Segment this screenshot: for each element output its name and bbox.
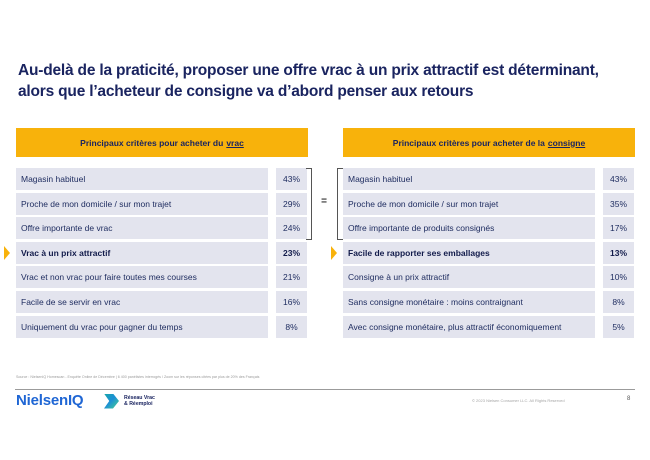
criteria-row: Consigne à un prix attractif 10% bbox=[343, 266, 635, 289]
reseau-vrac-logo-icon bbox=[104, 393, 119, 409]
criteria-percentage: 23% bbox=[276, 241, 307, 264]
footer-divider bbox=[15, 389, 635, 390]
criteria-label: Magasin habituel bbox=[343, 168, 595, 190]
criteria-percentage: 10% bbox=[603, 266, 634, 289]
vrac-panel-header: Principaux critères pour acheter du vrac bbox=[16, 128, 308, 157]
criteria-label: Avec consigne monétaire, plus attractif … bbox=[343, 315, 595, 338]
criteria-label: Offre importante de produits consignés bbox=[343, 217, 595, 240]
criteria-label: Proche de mon domicile / sur mon trajet bbox=[343, 192, 595, 215]
criteria-percentage: 35% bbox=[603, 192, 634, 215]
source-note: Source : NielsenIQ Homescan - Enquête On… bbox=[16, 375, 260, 379]
criteria-row: Facile de se servir en vrac 16% bbox=[16, 291, 308, 313]
criteria-label: Facile de rapporter ses emballages bbox=[343, 241, 595, 264]
logo-line-2: & Réemploi bbox=[124, 401, 153, 407]
criteria-label: Vrac et non vrac pour faire toutes mes c… bbox=[16, 266, 268, 289]
reseau-vrac-logo: Réseau Vrac & Réemploi bbox=[104, 393, 155, 409]
nielseniq-logo: NielsenIQ bbox=[16, 392, 84, 409]
criteria-row: Avec consigne monétaire, plus attractif … bbox=[343, 315, 635, 338]
slide-title: Au-delà de la praticité, proposer une of… bbox=[18, 62, 599, 100]
copyright-notice: © 2023 Nielsen Consumer LLC. All Rights … bbox=[472, 398, 565, 403]
criteria-label: Facile de se servir en vrac bbox=[16, 291, 268, 313]
header-prefix: Principaux critères pour acheter de la bbox=[392, 137, 545, 148]
criteria-label: Magasin habituel bbox=[16, 168, 268, 190]
criteria-label: Offre importante de vrac bbox=[16, 217, 268, 240]
criteria-percentage: 13% bbox=[603, 241, 634, 264]
highlight-arrow-icon bbox=[331, 245, 337, 260]
criteria-row: Vrac et non vrac pour faire toutes mes c… bbox=[16, 266, 308, 289]
page-number: 8 bbox=[627, 396, 631, 402]
criteria-label: Consigne à un prix attractif bbox=[343, 266, 595, 289]
header-keyword: consigne bbox=[547, 137, 586, 148]
right-bracket bbox=[337, 168, 343, 240]
criteria-percentage: 17% bbox=[603, 217, 634, 240]
criteria-row: Uniquement du vrac pour gagner du temps … bbox=[16, 315, 308, 338]
criteria-row: Offre importante de vrac 24% bbox=[16, 217, 308, 240]
header-prefix: Principaux critères pour acheter du bbox=[80, 137, 224, 148]
criteria-label: Proche de mon domicile / sur mon trajet bbox=[16, 192, 268, 215]
vrac-criteria-panel: Principaux critères pour acheter du vrac… bbox=[4, 128, 308, 338]
criteria-row: Magasin habituel 43% bbox=[343, 168, 635, 190]
consigne-criteria-panel: Principaux critères pour acheter de la c… bbox=[331, 128, 635, 338]
criteria-label: Uniquement du vrac pour gagner du temps bbox=[16, 315, 268, 338]
criteria-row: Proche de mon domicile / sur mon trajet … bbox=[16, 192, 308, 215]
reseau-vrac-logo-text: Réseau Vrac & Réemploi bbox=[124, 395, 155, 407]
criteria-label: Vrac à un prix attractif bbox=[16, 241, 268, 264]
criteria-percentage: 8% bbox=[603, 291, 634, 313]
criteria-percentage: 21% bbox=[276, 266, 307, 289]
header-keyword: vrac bbox=[226, 137, 244, 148]
criteria-percentage: 8% bbox=[276, 315, 307, 338]
criteria-row: Magasin habituel 43% bbox=[16, 168, 308, 190]
criteria-percentage: 5% bbox=[603, 315, 634, 338]
logo-line-1: Réseau Vrac bbox=[124, 395, 155, 401]
equals-sign: = bbox=[321, 196, 327, 207]
criteria-label: Sans consigne monétaire : moins contraig… bbox=[343, 291, 595, 313]
criteria-row-highlighted: Facile de rapporter ses emballages 13% bbox=[331, 241, 635, 264]
criteria-percentage: 43% bbox=[276, 168, 307, 190]
highlight-arrow-icon bbox=[4, 245, 10, 260]
consigne-panel-header: Principaux critères pour acheter de la c… bbox=[343, 128, 635, 157]
left-bracket bbox=[306, 168, 312, 240]
criteria-percentage: 24% bbox=[276, 217, 307, 240]
criteria-row: Offre importante de produits consignés 1… bbox=[343, 217, 635, 240]
criteria-percentage: 16% bbox=[276, 291, 307, 313]
criteria-percentage: 43% bbox=[603, 168, 634, 190]
criteria-row: Sans consigne monétaire : moins contraig… bbox=[343, 291, 635, 313]
criteria-percentage: 29% bbox=[276, 192, 307, 215]
criteria-row-highlighted: Vrac à un prix attractif 23% bbox=[4, 241, 308, 264]
criteria-row: Proche de mon domicile / sur mon trajet … bbox=[343, 192, 635, 215]
